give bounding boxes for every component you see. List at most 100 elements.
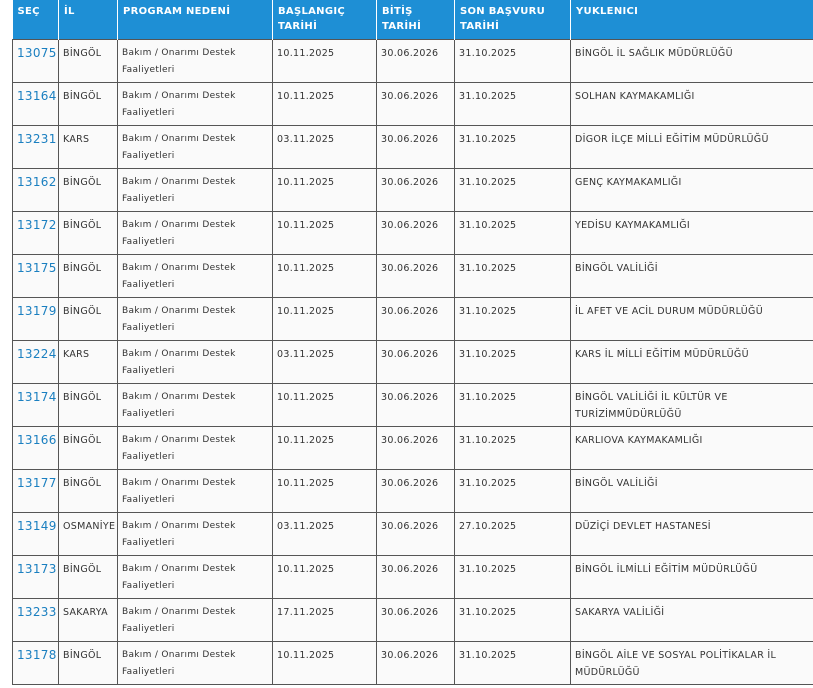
deadline: 31.10.2025 [454,168,571,212]
start-date: 10.11.2025 [272,297,377,341]
end-date: 30.06.2026 [376,297,455,341]
end-date: 30.06.2026 [376,125,455,169]
program-reason: Bakım / Onarımı Destek Faaliyetleri [117,469,273,513]
cell: 13175 [12,254,59,298]
program-reason: Bakım / Onarımı Destek Faaliyetleri [117,297,273,341]
deadline: 31.10.2025 [454,598,571,642]
end-date: 30.06.2026 [376,469,455,513]
start-date: 10.11.2025 [272,426,377,470]
end-date: 30.06.2026 [376,254,455,298]
contractor: BİNGÖL AİLE VE SOSYAL POLİTİKALAR İL MÜD… [570,641,813,685]
select-link[interactable]: 13233 [17,605,57,619]
program-reason: Bakım / Onarımı Destek Faaliyetleri [117,82,273,126]
select-link[interactable]: 13164 [17,89,57,103]
program-reason: Bakım / Onarımı Destek Faaliyetleri [117,211,273,255]
deadline: 31.10.2025 [454,555,571,599]
cell: 13172 [12,211,59,255]
contractor: GENÇ KAYMAKAMLIĞI [570,168,813,212]
table-row: 13174 BİNGÖL Bakım / Onarımı Destek Faaliy… [12,383,813,427]
select-link[interactable]: 13178 [17,648,57,662]
contractor: BİNGÖL VALİLİĞİ [570,469,813,513]
column-header: BAŞLANGIÇ TARİHİ [272,0,377,40]
select-link[interactable]: 13162 [17,175,57,189]
end-date: 30.06.2026 [376,426,455,470]
cell: 13164 [12,82,59,126]
table-row: 13173 BİNGÖL Bakım / Onarımı Destek Faaliy… [12,555,813,599]
end-date: 30.06.2026 [376,555,455,599]
cell: 13162 [12,168,59,212]
province: BİNGÖL [58,297,118,341]
header-row: SEÇ İL PROGRAM NEDENİ BAŞLANGIÇ TARİHİ BİTİŞ… [12,0,813,40]
select-link[interactable]: 13231 [17,132,57,146]
program-reason: Bakım / Onarımı Destek Faaliyetleri [117,340,273,384]
cell: 13174 [12,383,59,427]
select-link[interactable]: 13149 [17,519,57,533]
start-date: 10.11.2025 [272,383,377,427]
start-date: 03.11.2025 [272,512,377,556]
select-link[interactable]: 13175 [17,261,57,275]
province: BİNGÖL [58,426,118,470]
province: SAKARYA [58,598,118,642]
start-date: 10.11.2025 [272,555,377,599]
select-link[interactable]: 13172 [17,218,57,232]
table-row: 13224 KARS Bakım / Onarımı Destek Faaliyet… [12,340,813,384]
table-body: 13075 BİNGÖL Bakım / Onarımı Destek Faaliy… [12,39,813,685]
cell: 13233 [12,598,59,642]
cell: 13075 [12,39,59,83]
column-header: BİTİŞ TARİHİ [376,0,455,40]
cell: 13149 [12,512,59,556]
cell: 13231 [12,125,59,169]
column-header: SON BAŞVURU TARİHİ [454,0,571,40]
column-header: YUKLENICI [570,0,813,40]
select-link[interactable]: 13174 [17,390,57,404]
column-header: PROGRAM NEDENİ [117,0,273,40]
province: BİNGÖL [58,82,118,126]
start-date: 17.11.2025 [272,598,377,642]
table-row: 13075 BİNGÖL Bakım / Onarımı Destek Faaliy… [12,39,813,83]
province: BİNGÖL [58,641,118,685]
start-date: 10.11.2025 [272,82,377,126]
select-link[interactable]: 13173 [17,562,57,576]
program-reason: Bakım / Onarımı Destek Faaliyetleri [117,254,273,298]
select-link[interactable]: 13224 [17,347,57,361]
contractor: DİGOR İLÇE MİLLİ EĞİTİM MÜDÜRLÜĞÜ [570,125,813,169]
contractor: SOLHAN KAYMAKAMLIĞI [570,82,813,126]
cell: 13166 [12,426,59,470]
select-link[interactable]: 13179 [17,304,57,318]
table-row: 13162 BİNGÖL Bakım / Onarımı Destek Faaliy… [12,168,813,212]
cell: 13179 [12,297,59,341]
deadline: 27.10.2025 [454,512,571,556]
program-reason: Bakım / Onarımı Destek Faaliyetleri [117,641,273,685]
end-date: 30.06.2026 [376,641,455,685]
results-table: SEÇ İL PROGRAM NEDENİ BAŞLANGIÇ TARİHİ BİTİŞ… [12,0,813,685]
province: BİNGÖL [58,168,118,212]
deadline: 31.10.2025 [454,82,571,126]
deadline: 31.10.2025 [454,340,571,384]
start-date: 03.11.2025 [272,340,377,384]
province: BİNGÖL [58,469,118,513]
contractor: SAKARYA VALİLİĞİ [570,598,813,642]
select-link[interactable]: 13177 [17,476,57,490]
contractor: KARS İL MİLLİ EĞİTİM MÜDÜRLÜĞÜ [570,340,813,384]
deadline: 31.10.2025 [454,641,571,685]
end-date: 30.06.2026 [376,340,455,384]
column-header: İL [58,0,118,40]
province: BİNGÖL [58,39,118,83]
cell: 13224 [12,340,59,384]
deadline: 31.10.2025 [454,254,571,298]
contractor: BİNGÖL VALİLİĞİ [570,254,813,298]
end-date: 30.06.2026 [376,211,455,255]
table-row: 13172 BİNGÖL Bakım / Onarımı Destek Faaliy… [12,211,813,255]
column-header: SEÇ [12,0,59,40]
select-link[interactable]: 13075 [17,46,57,60]
province: BİNGÖL [58,254,118,298]
program-reason: Bakım / Onarımı Destek Faaliyetleri [117,426,273,470]
select-link[interactable]: 13166 [17,433,57,447]
contractor: İL AFET VE ACİL DURUM MÜDÜRLÜĞÜ [570,297,813,341]
province: BİNGÖL [58,555,118,599]
table-row: 13149 OSMANİYE Bakım / Onarımı Destek Faal… [12,512,813,556]
program-reason: Bakım / Onarımı Destek Faaliyetleri [117,512,273,556]
province: OSMANİYE [58,512,118,556]
contractor: BİNGÖL VALİLİĞİ İL KÜLTÜR VE TURİZİMMÜDÜ… [570,383,813,427]
